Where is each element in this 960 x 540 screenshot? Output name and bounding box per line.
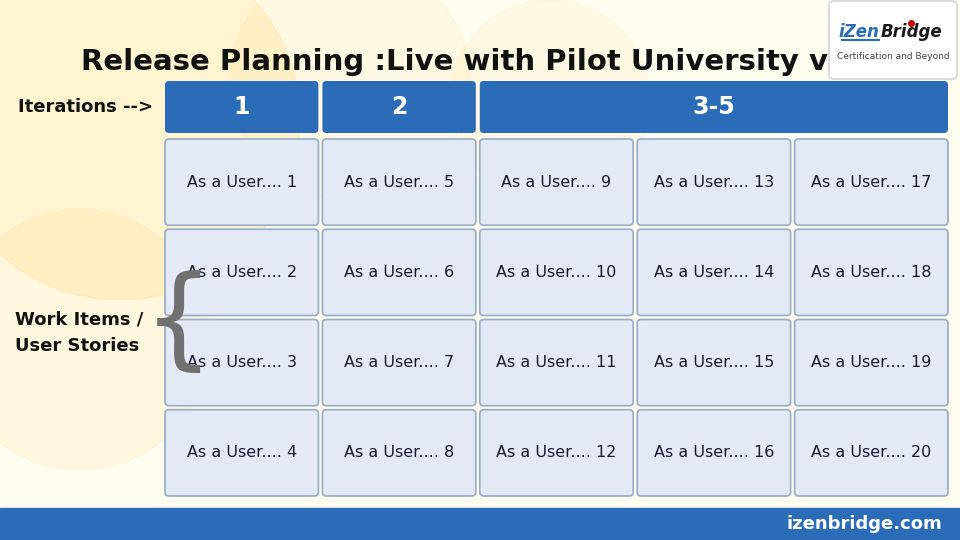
- FancyBboxPatch shape: [480, 230, 634, 315]
- Text: }: }: [116, 264, 187, 371]
- Text: As a User.... 10: As a User.... 10: [496, 265, 616, 280]
- Circle shape: [230, 0, 470, 200]
- Text: 2: 2: [391, 95, 407, 119]
- FancyBboxPatch shape: [323, 320, 476, 406]
- Text: 1: 1: [233, 95, 250, 119]
- Text: Certification and Beyond: Certification and Beyond: [837, 52, 949, 61]
- FancyBboxPatch shape: [637, 139, 791, 225]
- Text: As a User.... 16: As a User.... 16: [654, 446, 774, 461]
- Bar: [0, 508, 960, 540]
- FancyBboxPatch shape: [323, 139, 476, 225]
- Text: Work Items /
User Stories: Work Items / User Stories: [15, 310, 143, 355]
- Text: iZen: iZen: [838, 23, 879, 41]
- Text: izenbridge.com: izenbridge.com: [786, 515, 942, 533]
- Text: As a User.... 6: As a User.... 6: [344, 265, 454, 280]
- Text: As a User.... 8: As a User.... 8: [344, 446, 454, 461]
- FancyBboxPatch shape: [480, 320, 634, 406]
- FancyBboxPatch shape: [637, 320, 791, 406]
- Text: Bridge: Bridge: [881, 23, 943, 41]
- FancyBboxPatch shape: [165, 139, 319, 225]
- Text: As a User.... 5: As a User.... 5: [344, 174, 454, 190]
- FancyBboxPatch shape: [637, 410, 791, 496]
- Text: As a User.... 20: As a User.... 20: [811, 446, 931, 461]
- Text: 3-5: 3-5: [692, 95, 735, 119]
- Text: As a User.... 12: As a User.... 12: [496, 446, 616, 461]
- FancyBboxPatch shape: [323, 81, 476, 133]
- Text: As a User.... 3: As a User.... 3: [186, 355, 297, 370]
- FancyBboxPatch shape: [637, 230, 791, 315]
- FancyBboxPatch shape: [323, 410, 476, 496]
- FancyBboxPatch shape: [795, 230, 948, 315]
- FancyBboxPatch shape: [165, 81, 319, 133]
- Text: As a User.... 14: As a User.... 14: [654, 265, 774, 280]
- Text: Release Planning :Live with Pilot University v1.0: Release Planning :Live with Pilot Univer…: [81, 48, 879, 76]
- FancyBboxPatch shape: [795, 139, 948, 225]
- FancyBboxPatch shape: [829, 1, 957, 79]
- FancyBboxPatch shape: [480, 410, 634, 496]
- Circle shape: [0, 210, 210, 470]
- FancyBboxPatch shape: [480, 81, 948, 133]
- Text: As a User.... 17: As a User.... 17: [811, 174, 931, 190]
- Circle shape: [0, 0, 300, 300]
- FancyBboxPatch shape: [480, 139, 634, 225]
- Text: As a User.... 2: As a User.... 2: [186, 265, 297, 280]
- FancyBboxPatch shape: [795, 410, 948, 496]
- FancyBboxPatch shape: [165, 230, 319, 315]
- FancyBboxPatch shape: [165, 320, 319, 406]
- Text: As a User.... 11: As a User.... 11: [496, 355, 616, 370]
- Text: Iterations -->: Iterations -->: [18, 98, 153, 116]
- Text: As a User.... 9: As a User.... 9: [501, 174, 612, 190]
- Text: As a User.... 19: As a User.... 19: [811, 355, 931, 370]
- Text: As a User.... 7: As a User.... 7: [344, 355, 454, 370]
- FancyBboxPatch shape: [165, 410, 319, 496]
- Circle shape: [450, 0, 650, 200]
- FancyBboxPatch shape: [323, 230, 476, 315]
- Text: As a User.... 15: As a User.... 15: [654, 355, 774, 370]
- Text: As a User.... 18: As a User.... 18: [811, 265, 931, 280]
- Text: As a User.... 13: As a User.... 13: [654, 174, 774, 190]
- FancyBboxPatch shape: [795, 320, 948, 406]
- Text: As a User.... 4: As a User.... 4: [186, 446, 297, 461]
- Text: As a User.... 1: As a User.... 1: [186, 174, 297, 190]
